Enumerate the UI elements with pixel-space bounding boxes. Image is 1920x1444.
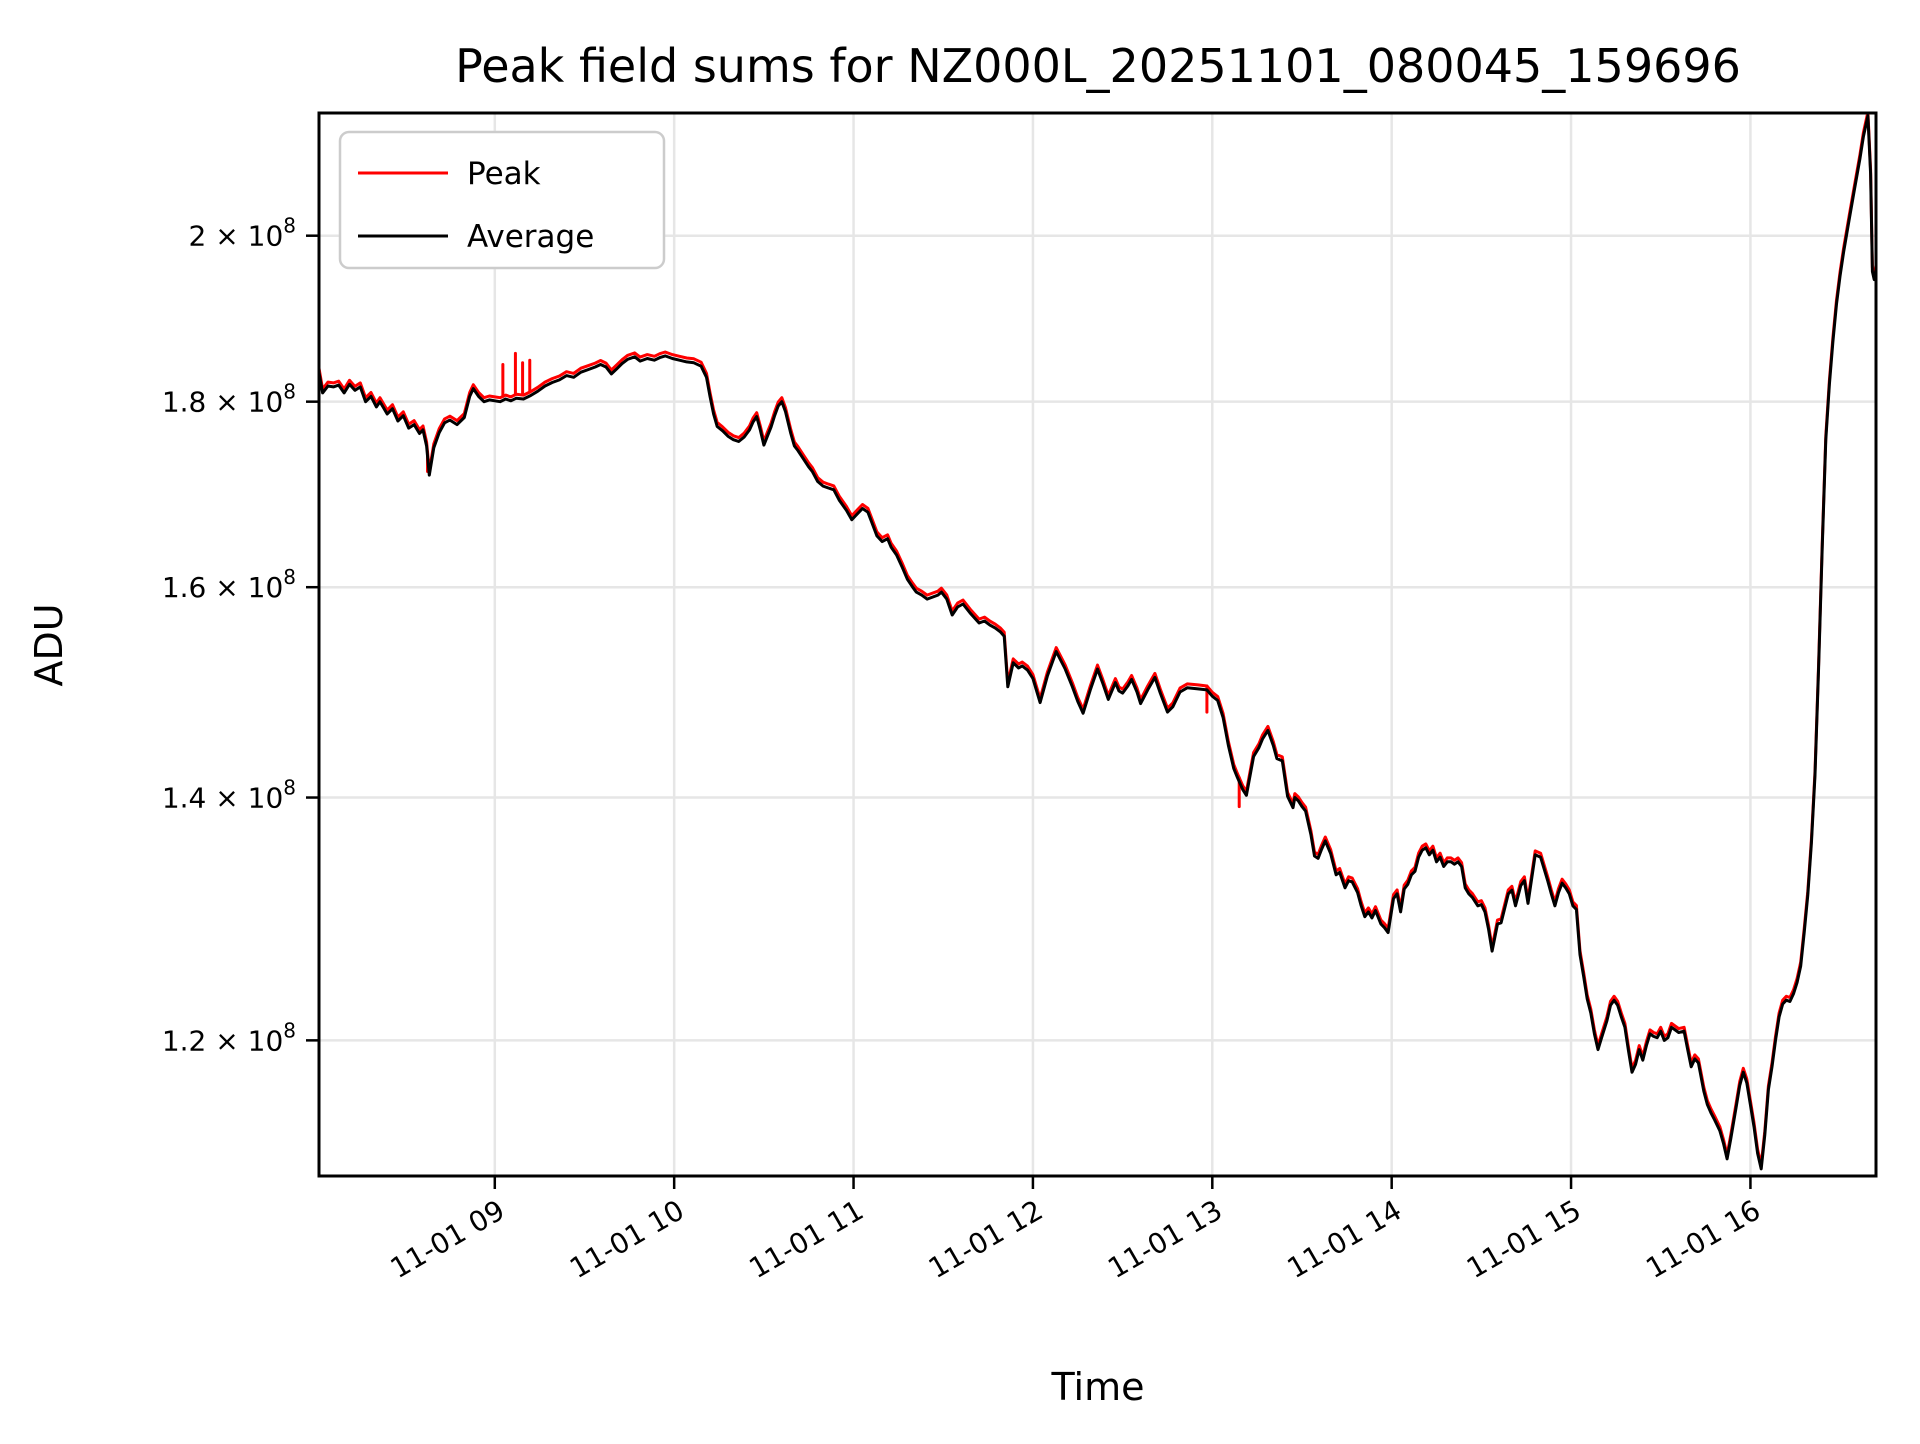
data-series — [319, 113, 1876, 1171]
y-axis-label: ADU — [27, 603, 71, 686]
x-axis-label: Time — [1051, 1365, 1145, 1409]
chart-title: Peak field sums for NZ000L_20251101_0800… — [455, 39, 1741, 93]
legend-label: Peak — [467, 156, 541, 192]
legend-label: Average — [467, 219, 594, 255]
plot-border — [317, 111, 1878, 1178]
y-tick-label: 1.8 × 108 — [162, 380, 296, 419]
legend: Peak Average — [338, 130, 666, 270]
y-tick-label: 1.4 × 108 — [162, 776, 296, 815]
legend-box — [338, 130, 666, 270]
average-series-line — [319, 114, 1876, 1171]
y-tick-label: 2 × 108 — [189, 214, 296, 253]
y-tick-label: 1.2 × 108 — [162, 1018, 296, 1057]
y-tick-label: 1.6 × 108 — [162, 565, 296, 604]
